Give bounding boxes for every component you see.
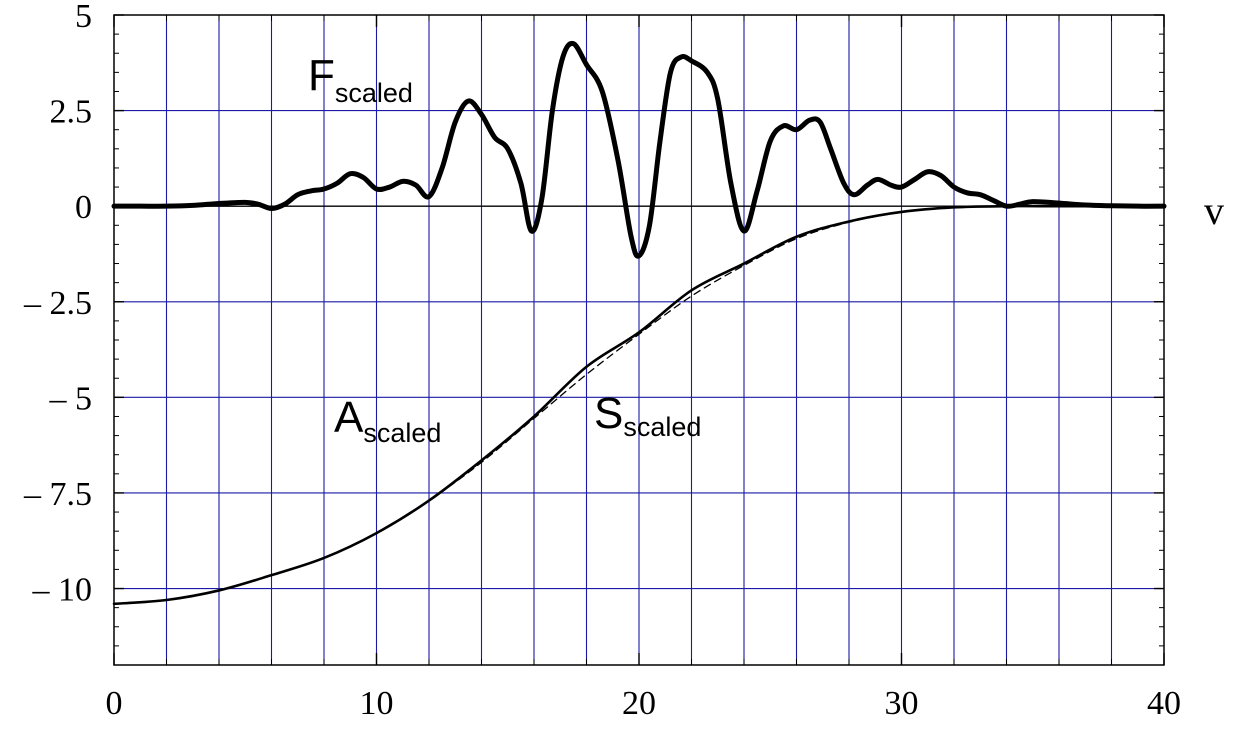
series-a-line xyxy=(112,204,1166,606)
series-label-a-main: A xyxy=(334,393,364,442)
x-tick-label: 40 xyxy=(1147,685,1181,722)
grid-lines xyxy=(114,15,1164,665)
y-tick-label: – 5 xyxy=(49,380,93,417)
series-label-s-main: S xyxy=(594,389,623,438)
y-tick-label: 0 xyxy=(75,189,92,226)
x-tick-label: 0 xyxy=(106,685,123,722)
x-tick-label: 20 xyxy=(622,685,656,722)
series-label-a-sub: scaled xyxy=(363,418,441,448)
y-tick-label: 2.5 xyxy=(50,94,93,131)
series-label-a: Ascaled xyxy=(334,393,441,448)
y-tick-label: – 2.5 xyxy=(23,285,92,322)
series-label-f: Fscaled xyxy=(308,51,413,108)
series-layer xyxy=(111,40,1167,606)
tick-labels: 0 10 20 30 40 5 2.5 0 – 2.5 – 5 – 7.5 – 10 xyxy=(23,0,1181,722)
series-f-line xyxy=(111,40,1167,259)
y-tick-label: – 7.5 xyxy=(23,476,92,513)
y-tick-label: – 10 xyxy=(32,572,93,609)
y-tick-label: 5 xyxy=(75,0,92,35)
x-tick-label: 10 xyxy=(360,685,394,722)
x-tick-label: 30 xyxy=(885,685,919,722)
series-label-s-sub: scaled xyxy=(623,412,701,442)
series-label-s: Sscaled xyxy=(594,389,701,442)
x-axis-label: v xyxy=(1204,188,1224,233)
series-label-f-main: F xyxy=(308,51,335,100)
series-label-f-sub: scaled xyxy=(335,78,413,108)
